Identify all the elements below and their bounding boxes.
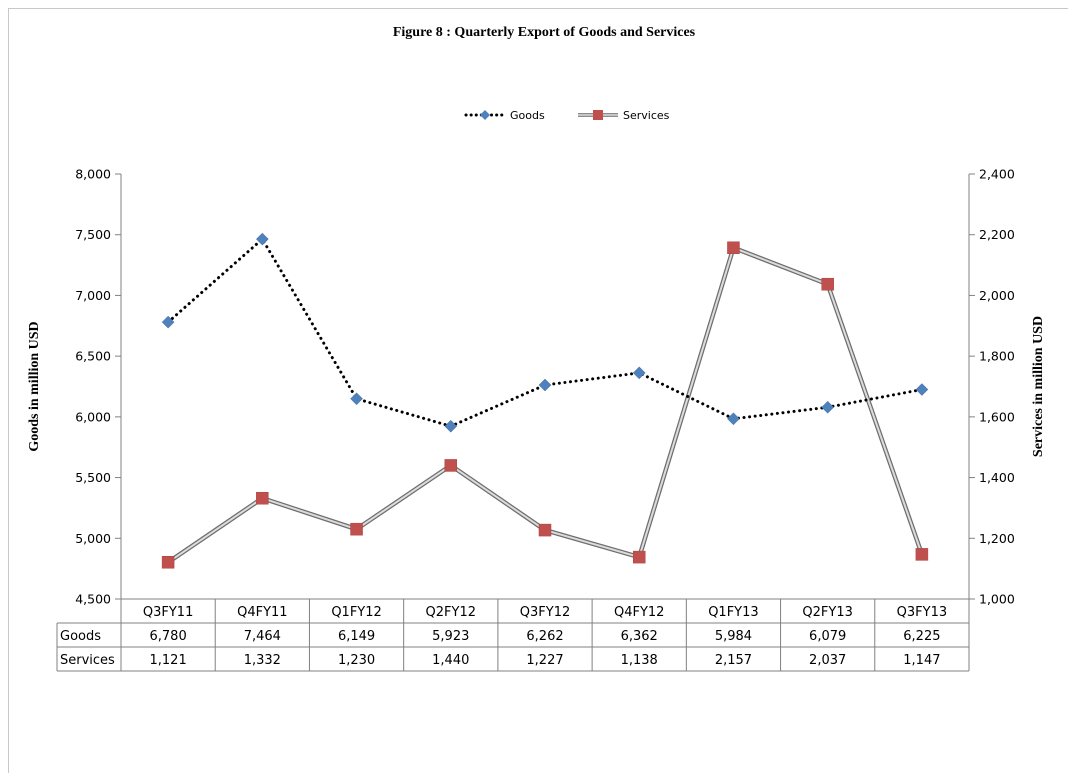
services-line — [732, 246, 829, 286]
data-table: Q3FY11 Q4FY11 Q1FY12 Q2FY12 Q3FY12 Q4FY12 Q1FY… — [56, 598, 970, 672]
services-line — [638, 246, 735, 559]
table-cell: 6,262 — [526, 629, 563, 644]
table-cell: 6,362 — [621, 629, 658, 644]
plot-area — [161, 232, 929, 569]
x-tick-label: Q3FY11 — [143, 605, 193, 620]
table-cell: 6,149 — [338, 629, 375, 644]
y-tick-label: 4,500 — [75, 592, 111, 607]
table-cell: 1,227 — [526, 653, 563, 668]
services-line — [261, 497, 358, 531]
y2-tick-label: 1,600 — [979, 409, 1015, 424]
y-tick-label: 7,500 — [75, 227, 111, 242]
table-cell: 6,780 — [150, 629, 187, 644]
goods-point — [821, 400, 835, 414]
goods-point — [255, 232, 269, 246]
table-cell: 1,138 — [621, 653, 658, 668]
y2-tick-label: 1,200 — [979, 531, 1015, 546]
table-cell: 5,923 — [432, 629, 469, 644]
services-point — [444, 459, 458, 472]
services-line — [355, 464, 452, 531]
goods-point — [444, 419, 458, 433]
legend-goods-marker — [480, 110, 490, 120]
table-cell: 1,440 — [432, 653, 469, 668]
chart-frame — [8, 8, 1068, 773]
table-row-header: Goods — [60, 629, 101, 644]
services-point — [350, 522, 363, 536]
table-cell: 5,984 — [715, 629, 752, 644]
goods-point — [727, 412, 740, 426]
services-point — [632, 550, 646, 564]
chart-title: Figure 8 : Quarterly Export of Goods and… — [393, 25, 696, 40]
services-line — [167, 497, 264, 564]
y2-axis-title: Services in million USD — [1031, 316, 1046, 457]
x-tick-label: Q1FY13 — [708, 605, 758, 620]
x-tick-label: Q3FY13 — [897, 605, 947, 620]
table-cell: 7,464 — [244, 629, 281, 644]
services-line — [826, 283, 923, 556]
table-row-header: Services — [60, 653, 115, 668]
y2-tick-label: 1,800 — [979, 349, 1015, 364]
y2-tick-label: 1,000 — [979, 592, 1015, 607]
legend: Goods Services — [464, 109, 670, 122]
y-tick-label: 5,000 — [75, 531, 111, 546]
axes: 4,500 5,000 5,500 6,000 6,500 7,000 7,500 8,000… — [27, 167, 1046, 607]
y-tick-label: 6,000 — [75, 409, 111, 424]
legend-services-marker — [593, 110, 603, 120]
table-cell: 1,147 — [903, 653, 940, 668]
y2-tick-label: 1,400 — [979, 470, 1015, 485]
y-tick-label: 7,000 — [75, 288, 111, 303]
table-cell: 1,332 — [244, 653, 281, 668]
y2-tick-label: 2,000 — [979, 288, 1015, 303]
table-cell: 2,037 — [809, 653, 846, 668]
y-tick-label: 5,500 — [75, 470, 111, 485]
services-line — [544, 529, 641, 559]
x-tick-label: Q4FY12 — [614, 605, 664, 620]
goods-point — [350, 392, 363, 406]
x-tick-label: Q1FY12 — [331, 605, 381, 620]
y2-tick-label: 2,200 — [979, 227, 1015, 242]
y2-tick-label: 2,400 — [979, 167, 1015, 182]
goods-point — [632, 366, 646, 380]
services-point — [821, 277, 834, 291]
table-cell: 1,121 — [150, 653, 187, 668]
y-tick-label: 8,000 — [75, 167, 111, 182]
services-point — [727, 241, 740, 255]
table-cell: 6,225 — [903, 629, 940, 644]
x-tick-label: Q3FY12 — [520, 605, 570, 620]
services-point — [256, 491, 269, 505]
x-tick-label: Q2FY12 — [426, 605, 476, 620]
services-point — [538, 523, 552, 537]
goods-point — [915, 383, 929, 396]
table-cell: 2,157 — [715, 653, 752, 668]
services-point — [915, 548, 929, 561]
legend-goods-label: Goods — [510, 109, 545, 122]
services-point — [161, 556, 175, 569]
legend-services-label: Services — [623, 109, 670, 122]
goods-point — [538, 378, 552, 392]
services-line — [449, 464, 546, 532]
x-tick-label: Q2FY13 — [802, 605, 852, 620]
x-tick-label: Q4FY11 — [237, 605, 287, 620]
table-cell: 6,079 — [809, 629, 846, 644]
table-cell: 1,230 — [338, 653, 375, 668]
goods-point — [161, 315, 175, 329]
y-tick-label: 6,500 — [75, 349, 111, 364]
goods-line — [166, 236, 924, 428]
y-axis-title: Goods in million USD — [27, 321, 42, 451]
